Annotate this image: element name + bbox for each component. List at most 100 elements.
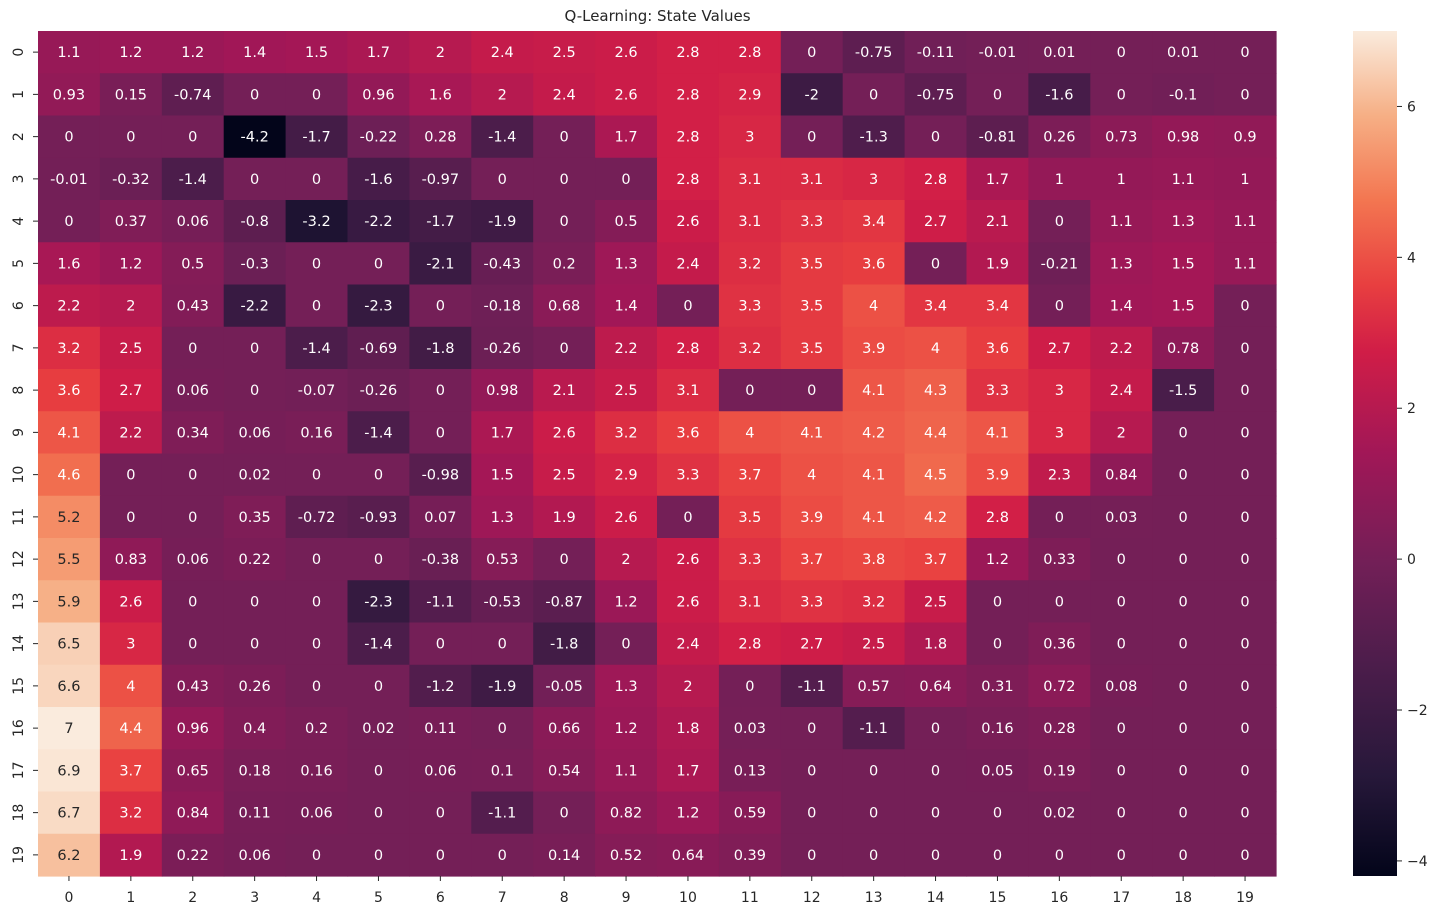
heatmap-cell bbox=[1152, 411, 1215, 455]
heatmap-cell bbox=[533, 157, 596, 201]
cell-value-label: 1.7 bbox=[676, 763, 699, 779]
y-tick-label: 15 bbox=[11, 677, 27, 695]
heatmap-cell bbox=[842, 453, 906, 497]
cell-value-label: 0.96 bbox=[177, 721, 209, 737]
cell-value-label: 0 bbox=[807, 721, 816, 737]
heatmap-cell bbox=[904, 326, 968, 370]
heatmap-cell bbox=[471, 242, 534, 286]
cell-value-label: 0 bbox=[807, 848, 816, 864]
heatmap-cell bbox=[595, 791, 658, 835]
heatmap-cell bbox=[718, 664, 782, 708]
cell-value-label: 1.2 bbox=[119, 45, 142, 61]
cell-value-label: 3.6 bbox=[676, 425, 699, 441]
cell-value-label: 0 bbox=[745, 383, 754, 399]
cell-value-label: 0 bbox=[374, 806, 383, 822]
heatmap-cell bbox=[842, 326, 906, 370]
heatmap-cell bbox=[471, 749, 534, 793]
cell-value-label: -2.3 bbox=[364, 594, 392, 610]
cell-value-label: 3.1 bbox=[676, 383, 699, 399]
heatmap-cell bbox=[1152, 495, 1215, 539]
heatmap-cell bbox=[842, 115, 906, 159]
cell-value-label: 0.59 bbox=[734, 806, 766, 822]
heatmap-cell bbox=[161, 369, 225, 412]
heatmap-cell bbox=[657, 242, 720, 286]
heatmap-cell bbox=[471, 284, 534, 328]
cell-value-label: 2.2 bbox=[1110, 341, 1133, 357]
heatmap-cell bbox=[38, 411, 101, 455]
heatmap-cell bbox=[904, 115, 968, 159]
cell-value-label: -0.75 bbox=[917, 87, 955, 103]
heatmap-cell bbox=[161, 833, 225, 877]
heatmap-cell bbox=[533, 622, 596, 666]
heatmap-cell bbox=[1028, 707, 1091, 750]
heatmap-cell bbox=[285, 580, 349, 624]
cell-value-label: 0.06 bbox=[239, 425, 271, 441]
heatmap-cell bbox=[842, 622, 906, 666]
cell-value-label: 2.6 bbox=[676, 594, 699, 610]
cell-value-label: 4.4 bbox=[119, 721, 142, 737]
heatmap-cell bbox=[533, 707, 596, 750]
heatmap-cell bbox=[966, 707, 1029, 750]
heatmap-cell bbox=[285, 326, 349, 370]
cell-value-label: 0 bbox=[560, 130, 569, 146]
cell-value-label: -0.21 bbox=[1041, 256, 1079, 272]
heatmap-cell bbox=[966, 580, 1029, 624]
cell-value-label: 1.1 bbox=[1234, 214, 1257, 230]
y-tick-label: 7 bbox=[11, 343, 27, 352]
heatmap-cell bbox=[223, 326, 287, 370]
colorbar-tick-label: 6 bbox=[1407, 99, 1416, 115]
heatmap-cell bbox=[718, 833, 782, 877]
heatmap-cell bbox=[409, 411, 472, 455]
cell-value-label: 0 bbox=[993, 637, 1002, 653]
cell-value-label: 0 bbox=[745, 679, 754, 695]
heatmap-cell bbox=[38, 157, 101, 201]
heatmap-cell bbox=[1214, 115, 1277, 159]
cell-value-label: 0.37 bbox=[115, 214, 147, 230]
heatmap-cell bbox=[1214, 326, 1277, 370]
heatmap-cell bbox=[161, 242, 225, 286]
heatmap-cell bbox=[223, 664, 287, 708]
cell-value-label: 0 bbox=[1117, 87, 1126, 103]
cell-value-label: 3.2 bbox=[119, 806, 142, 822]
cell-value-label: 0 bbox=[560, 341, 569, 357]
heatmap-cell bbox=[1090, 791, 1153, 835]
cell-value-label: 2.8 bbox=[738, 45, 761, 61]
heatmap-cell bbox=[471, 73, 534, 117]
cell-value-label: 0.36 bbox=[1043, 637, 1075, 653]
y-tick-label: 10 bbox=[11, 466, 27, 484]
heatmap-cell bbox=[780, 326, 844, 370]
heatmap-cell bbox=[471, 664, 534, 708]
cell-value-label: 0.33 bbox=[1043, 552, 1075, 568]
heatmap-cell bbox=[409, 157, 472, 201]
heatmap-cell bbox=[1152, 622, 1215, 666]
x-tick-label: 4 bbox=[312, 890, 321, 906]
cell-value-label: 0.4 bbox=[243, 721, 266, 737]
heatmap-cell bbox=[595, 707, 658, 750]
heatmap-cell bbox=[904, 664, 968, 708]
cell-value-label: 0.26 bbox=[1043, 130, 1075, 146]
heatmap-cell bbox=[533, 749, 596, 793]
heatmap-cell bbox=[595, 622, 658, 666]
heatmap-cell bbox=[904, 242, 968, 286]
cell-value-label: 1.5 bbox=[1172, 256, 1195, 272]
heatmap-cell bbox=[595, 495, 658, 539]
heatmap-cell bbox=[1090, 411, 1153, 455]
cell-value-label: 2.7 bbox=[924, 214, 947, 230]
heatmap-cell bbox=[657, 453, 720, 497]
cell-value-label: 0.83 bbox=[115, 552, 147, 568]
heatmap-cell bbox=[161, 749, 225, 793]
cell-value-label: 2 bbox=[126, 299, 135, 315]
cell-value-label: -0.07 bbox=[298, 383, 336, 399]
cell-value-label: 3.3 bbox=[986, 383, 1009, 399]
cell-value-label: 0 bbox=[1117, 806, 1126, 822]
heatmap-cell bbox=[1214, 791, 1277, 835]
heatmap-cell bbox=[718, 453, 782, 497]
cell-value-label: 0 bbox=[683, 510, 692, 526]
heatmap-cell bbox=[347, 664, 410, 708]
heatmap-cell bbox=[223, 31, 287, 74]
cell-value-label: 1.3 bbox=[1172, 214, 1195, 230]
cell-value-label: 0 bbox=[250, 637, 259, 653]
heatmap-cell bbox=[718, 495, 782, 539]
heatmap-cell bbox=[1214, 833, 1277, 877]
cell-value-label: 0 bbox=[126, 510, 135, 526]
